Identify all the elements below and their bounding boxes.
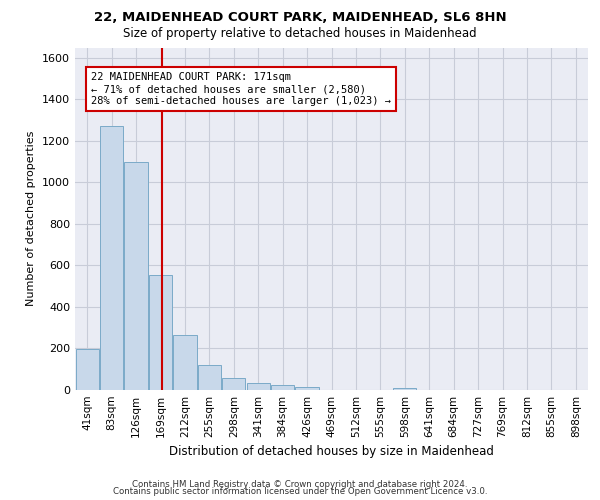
Bar <box>222 378 245 390</box>
Bar <box>393 388 416 390</box>
Bar <box>149 275 172 390</box>
Bar <box>100 126 123 390</box>
Bar <box>124 162 148 390</box>
X-axis label: Distribution of detached houses by size in Maidenhead: Distribution of detached houses by size … <box>169 446 494 458</box>
Text: Size of property relative to detached houses in Maidenhead: Size of property relative to detached ho… <box>123 28 477 40</box>
Bar <box>76 349 99 390</box>
Bar <box>247 383 270 390</box>
Bar <box>198 365 221 390</box>
Text: 22, MAIDENHEAD COURT PARK, MAIDENHEAD, SL6 8HN: 22, MAIDENHEAD COURT PARK, MAIDENHEAD, S… <box>94 11 506 24</box>
Bar <box>173 335 197 390</box>
Text: 22 MAIDENHEAD COURT PARK: 171sqm
← 71% of detached houses are smaller (2,580)
28: 22 MAIDENHEAD COURT PARK: 171sqm ← 71% o… <box>91 72 391 106</box>
Bar <box>271 386 294 390</box>
Text: Contains HM Land Registry data © Crown copyright and database right 2024.: Contains HM Land Registry data © Crown c… <box>132 480 468 489</box>
Y-axis label: Number of detached properties: Number of detached properties <box>26 131 37 306</box>
Bar <box>295 387 319 390</box>
Text: Contains public sector information licensed under the Open Government Licence v3: Contains public sector information licen… <box>113 487 487 496</box>
